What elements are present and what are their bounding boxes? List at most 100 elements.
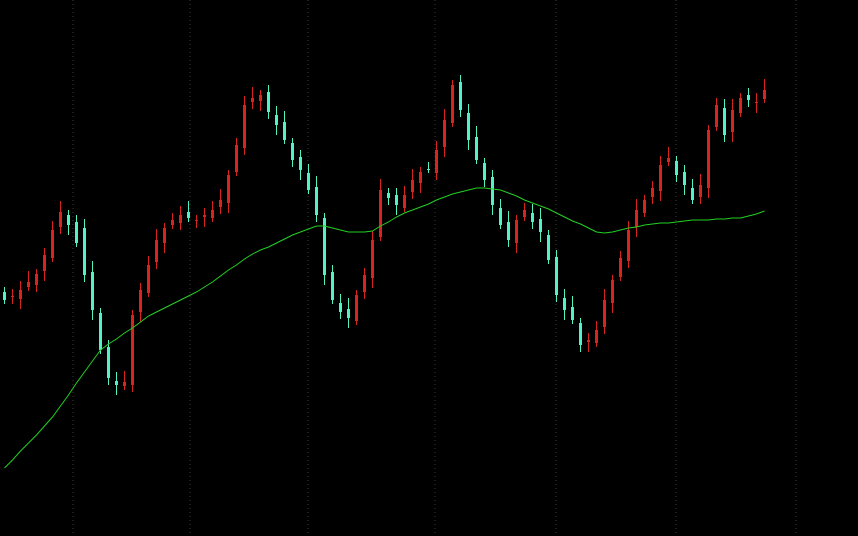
candle-body bbox=[507, 222, 510, 240]
candle-body bbox=[603, 300, 606, 327]
candle-body bbox=[683, 172, 686, 185]
candle-body bbox=[267, 92, 270, 112]
candle-body bbox=[43, 255, 46, 271]
candle-body bbox=[611, 280, 614, 303]
candle-body bbox=[587, 340, 590, 342]
candle-body bbox=[491, 177, 494, 205]
candle-body bbox=[203, 215, 206, 217]
candle-body bbox=[435, 150, 438, 173]
candle-body bbox=[91, 272, 94, 310]
candle-body bbox=[35, 274, 38, 285]
candle-body bbox=[531, 213, 534, 222]
candle-body bbox=[163, 228, 166, 243]
candle-body bbox=[115, 381, 118, 385]
candle-body bbox=[299, 157, 302, 170]
candle-body bbox=[499, 208, 502, 225]
candle-body bbox=[635, 210, 638, 227]
candle-body bbox=[227, 175, 230, 203]
candle-body bbox=[515, 220, 518, 243]
candle-body bbox=[355, 295, 358, 321]
candle-body bbox=[467, 113, 470, 140]
candle-body bbox=[595, 330, 598, 343]
candle-body bbox=[475, 137, 478, 160]
candle-body bbox=[459, 82, 462, 110]
candle-body bbox=[155, 240, 158, 262]
candle-body bbox=[83, 228, 86, 275]
candle-body bbox=[331, 272, 334, 300]
candle-body bbox=[411, 180, 414, 192]
candle-body bbox=[307, 173, 310, 190]
candle-body bbox=[691, 188, 694, 200]
candle-body bbox=[563, 298, 566, 310]
candle-body bbox=[19, 290, 22, 299]
candle-body bbox=[3, 292, 6, 300]
candle-body bbox=[627, 230, 630, 261]
candle-body bbox=[251, 98, 254, 102]
candle-body bbox=[211, 210, 214, 218]
candle-body bbox=[67, 215, 70, 225]
candle-body bbox=[347, 309, 350, 318]
candle-body bbox=[555, 257, 558, 295]
candle-body bbox=[667, 158, 670, 162]
candle-body bbox=[123, 382, 126, 386]
candle-body bbox=[99, 313, 102, 350]
candle-body bbox=[443, 120, 446, 147]
candle-body bbox=[235, 145, 238, 172]
candle-body bbox=[731, 110, 734, 132]
candle-body bbox=[539, 219, 542, 232]
candle-body bbox=[579, 323, 582, 345]
candle-body bbox=[395, 195, 398, 205]
candle-body bbox=[139, 290, 142, 312]
candle-body bbox=[675, 161, 678, 175]
candle-body bbox=[363, 275, 366, 292]
candle-body bbox=[723, 108, 726, 135]
candle-body bbox=[547, 235, 550, 260]
candle-body bbox=[187, 212, 190, 218]
candle-body bbox=[427, 169, 430, 170]
candle-body bbox=[451, 85, 454, 123]
candle-body bbox=[59, 212, 62, 227]
candle-body bbox=[323, 218, 326, 275]
candle-body bbox=[259, 95, 262, 101]
candle-body bbox=[51, 230, 54, 258]
candle-body bbox=[523, 210, 526, 217]
candle-body bbox=[75, 222, 78, 243]
candle-body bbox=[315, 187, 318, 215]
candle-body bbox=[27, 282, 30, 287]
candle-body bbox=[195, 220, 198, 221]
candle-body bbox=[659, 165, 662, 191]
candle-body bbox=[147, 265, 150, 293]
candle-body bbox=[715, 105, 718, 127]
candle-body bbox=[419, 172, 422, 183]
candle-body bbox=[763, 90, 766, 99]
candle-body bbox=[755, 102, 758, 103]
candle-body bbox=[707, 130, 710, 188]
candle-body bbox=[275, 115, 278, 125]
candle-body bbox=[11, 296, 14, 297]
candle-body bbox=[483, 163, 486, 180]
candle-body bbox=[643, 200, 646, 213]
candle-body bbox=[403, 195, 406, 208]
candle-body bbox=[571, 307, 574, 320]
candle-body bbox=[387, 193, 390, 198]
candle-body bbox=[371, 240, 374, 278]
candle-body bbox=[339, 303, 342, 312]
candle-body bbox=[747, 95, 750, 100]
candle-body bbox=[219, 200, 222, 207]
candle-body bbox=[243, 105, 246, 148]
candle-body bbox=[131, 315, 134, 385]
candle-body bbox=[739, 98, 742, 113]
moving-average-line bbox=[4, 187, 765, 469]
candle-body bbox=[179, 215, 182, 223]
candle-body bbox=[107, 347, 110, 378]
candle-body bbox=[699, 185, 702, 197]
candle-body bbox=[651, 188, 654, 197]
candle-body bbox=[171, 220, 174, 225]
candle-body bbox=[283, 122, 286, 140]
candle-body bbox=[379, 190, 382, 237]
candle-body bbox=[619, 258, 622, 277]
candle-body bbox=[291, 143, 294, 160]
